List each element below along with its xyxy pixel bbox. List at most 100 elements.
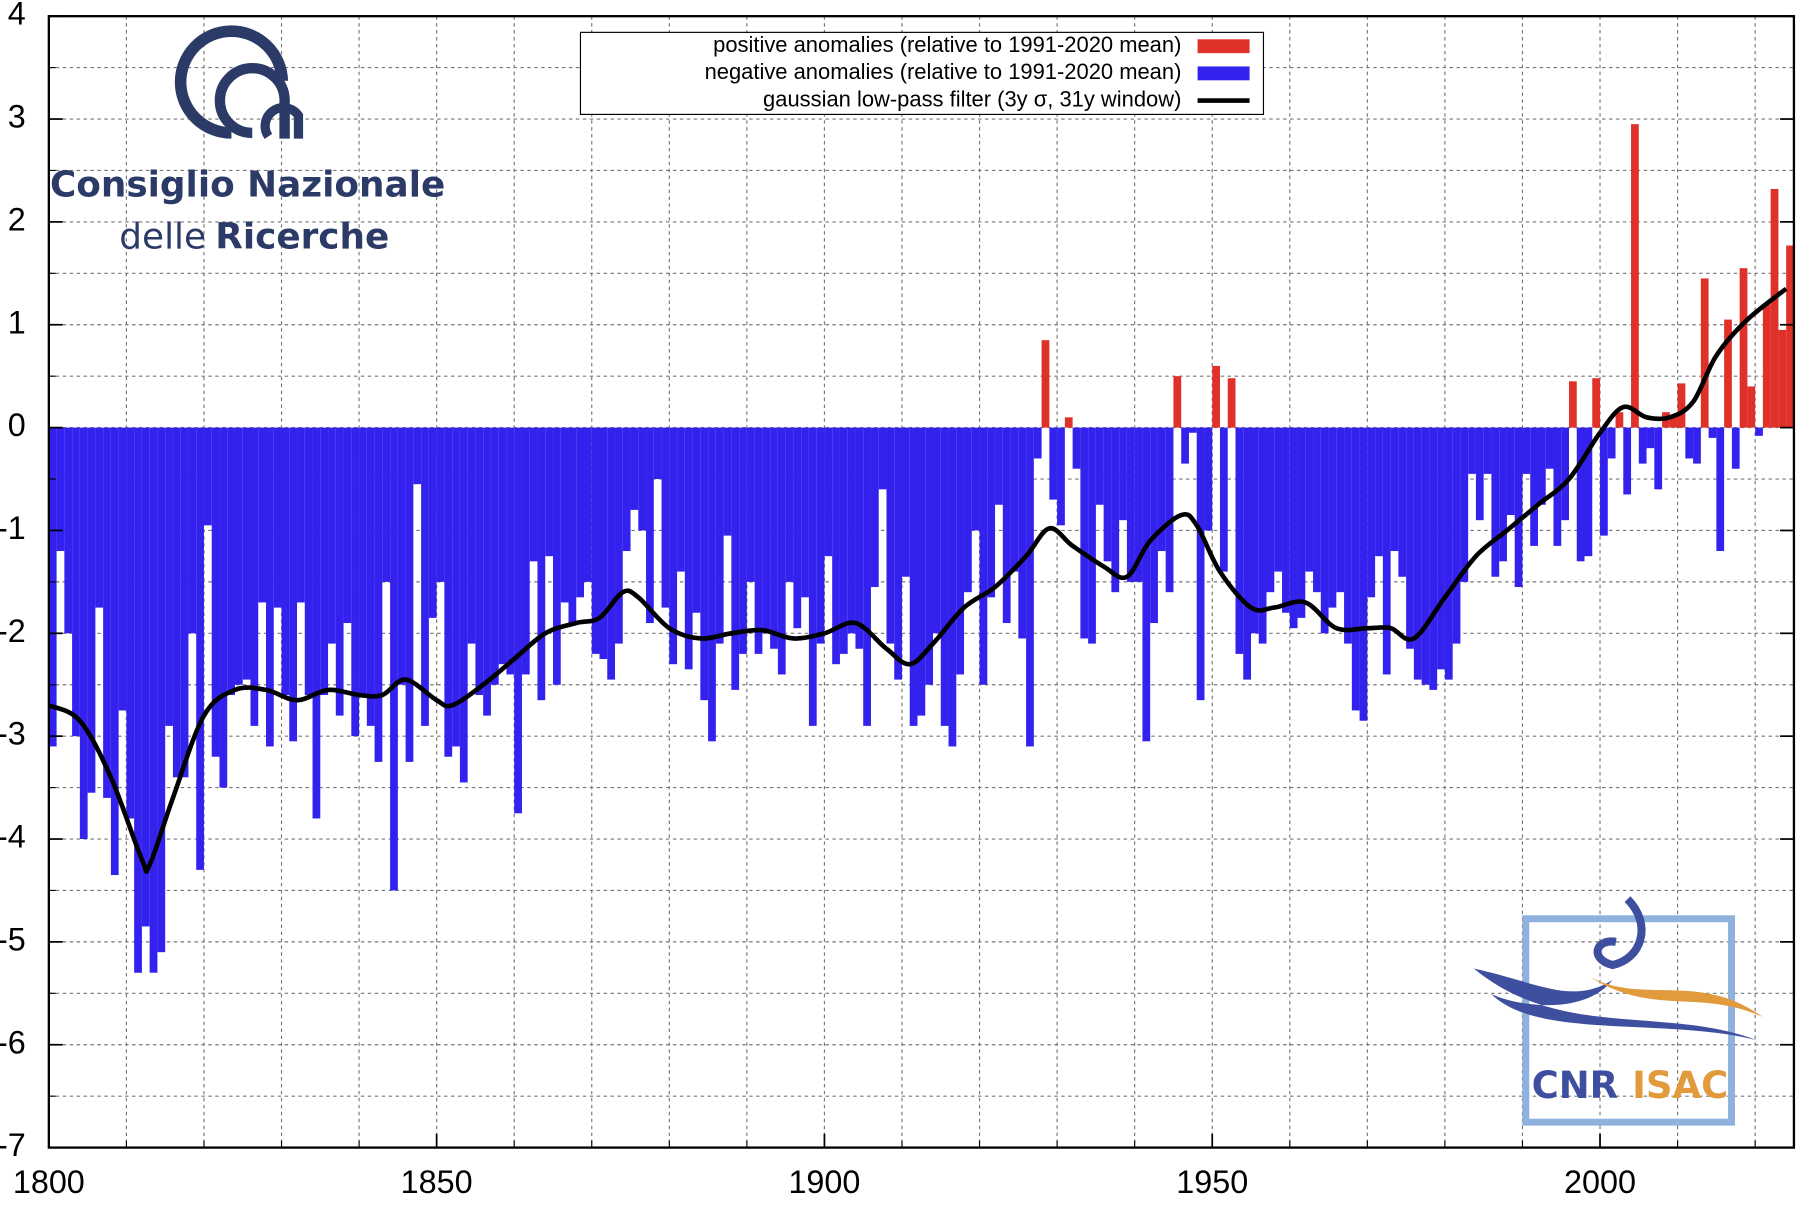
bar xyxy=(1708,427,1717,438)
bar xyxy=(196,427,204,870)
bar xyxy=(1413,427,1422,680)
bar xyxy=(630,427,639,510)
bar xyxy=(1600,427,1608,536)
bar xyxy=(79,427,88,840)
bar xyxy=(95,427,104,608)
bar xyxy=(847,427,856,634)
grid xyxy=(48,15,1794,1149)
logo-box xyxy=(1522,915,1735,1126)
bar xyxy=(770,427,778,649)
bar xyxy=(289,427,298,742)
bar xyxy=(351,427,360,737)
logo-text: Consiglio Nazionale xyxy=(50,164,445,205)
bar xyxy=(467,427,476,644)
bar xyxy=(1576,427,1585,562)
bar xyxy=(258,427,267,603)
bar xyxy=(397,427,406,685)
bar xyxy=(576,427,584,598)
bar xyxy=(1088,427,1096,644)
bar xyxy=(1375,427,1383,557)
bar xyxy=(1739,268,1748,428)
bar xyxy=(1444,427,1453,680)
bar xyxy=(1002,427,1011,624)
bar xyxy=(165,427,173,726)
bar xyxy=(956,427,965,675)
bar xyxy=(622,427,631,552)
bar xyxy=(1142,427,1151,742)
bar xyxy=(1537,427,1546,505)
bar xyxy=(615,427,623,644)
bar xyxy=(1344,427,1352,644)
logo-arc xyxy=(174,25,289,139)
bar xyxy=(498,427,507,665)
bar xyxy=(1770,188,1779,428)
bar xyxy=(762,427,771,634)
bar xyxy=(1367,427,1376,598)
logo-text: Ricerche xyxy=(215,216,389,257)
bar xyxy=(1064,417,1073,428)
bar xyxy=(405,427,414,762)
bar xyxy=(72,427,80,737)
bar xyxy=(979,427,988,685)
bar xyxy=(1568,381,1577,428)
bar xyxy=(1196,427,1205,701)
bar xyxy=(1755,427,1763,436)
y-tick-label: -4 xyxy=(0,819,26,855)
bar xyxy=(1468,427,1476,474)
bar xyxy=(335,427,344,716)
bar xyxy=(211,427,220,757)
bar xyxy=(754,427,763,654)
bar xyxy=(273,427,282,608)
bar xyxy=(723,427,732,536)
bar xyxy=(343,427,352,624)
bar xyxy=(1491,427,1500,577)
bar xyxy=(56,427,65,552)
bar xyxy=(816,427,825,644)
bar xyxy=(1638,427,1647,464)
bar xyxy=(1258,427,1267,644)
bar xyxy=(1762,304,1771,428)
bar xyxy=(1623,427,1632,495)
bar xyxy=(87,427,96,793)
bar xyxy=(1251,427,1259,634)
bar xyxy=(1437,427,1445,670)
bar xyxy=(1716,427,1725,552)
bar xyxy=(1305,427,1314,572)
bar xyxy=(180,427,189,778)
bar xyxy=(537,427,546,701)
bar xyxy=(297,427,305,603)
bar xyxy=(1351,427,1360,711)
bar xyxy=(661,427,670,608)
bar xyxy=(436,427,445,582)
bar xyxy=(1080,427,1089,639)
y-tick-label: 1 xyxy=(8,304,26,340)
bar xyxy=(366,427,375,726)
bar xyxy=(832,427,840,665)
bar xyxy=(266,427,274,747)
bar xyxy=(917,427,926,716)
logo-swirl xyxy=(1593,896,1646,970)
bar xyxy=(490,427,499,685)
bar xyxy=(1452,427,1461,644)
bar xyxy=(731,427,740,690)
bar xyxy=(1033,427,1042,459)
bar xyxy=(568,427,577,624)
bar xyxy=(428,427,437,618)
bar xyxy=(878,427,887,490)
bar xyxy=(110,427,119,876)
bar xyxy=(1227,378,1236,428)
bar xyxy=(1204,427,1213,531)
bar xyxy=(777,427,786,675)
bar xyxy=(1126,427,1135,582)
y-tick-label: 2 xyxy=(8,201,26,237)
x-tick-label: 2000 xyxy=(1564,1164,1636,1200)
bar xyxy=(933,427,941,634)
bar xyxy=(739,427,747,654)
bar xyxy=(1289,427,1298,629)
bar xyxy=(669,427,678,665)
bar xyxy=(521,427,530,675)
bar xyxy=(1506,427,1515,516)
bar xyxy=(1677,383,1686,428)
legend: positive anomalies (relative to 1991-202… xyxy=(579,31,1265,115)
